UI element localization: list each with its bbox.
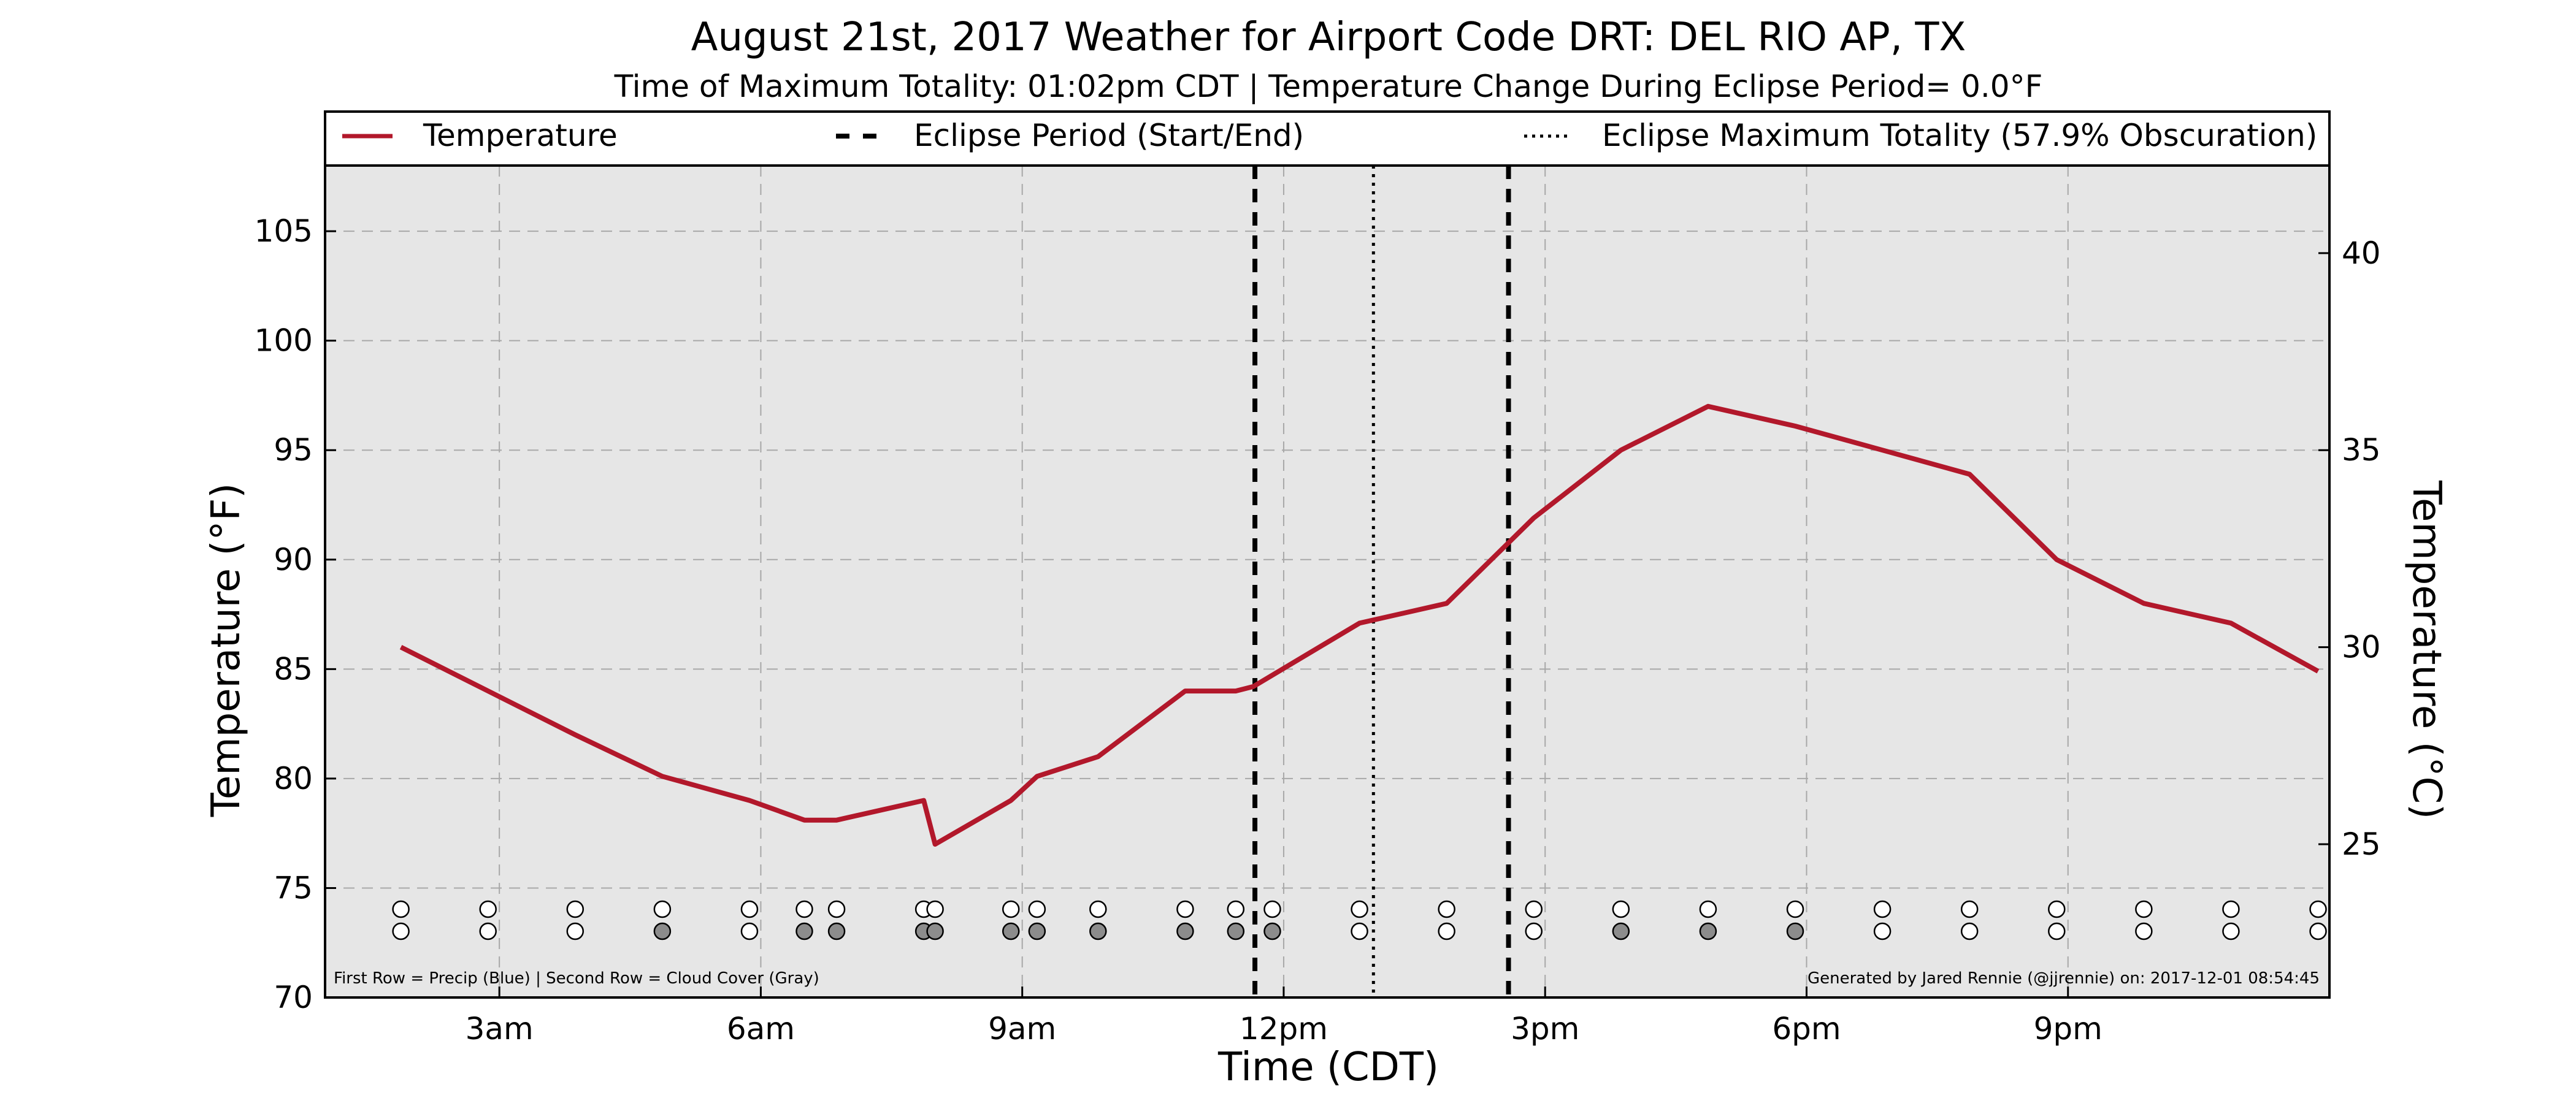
cloud-cover-marker xyxy=(392,922,410,940)
cloud-cover-marker xyxy=(1699,922,1717,940)
cloud-cover-marker xyxy=(2309,922,2327,940)
plot-area xyxy=(325,166,2329,997)
y-right-tick-label: 35 xyxy=(2342,432,2381,468)
x-tick-label: 3pm xyxy=(1511,1011,1579,1047)
legend-label-temperature: Temperature xyxy=(423,118,618,153)
cloud-cover-marker xyxy=(1176,922,1194,940)
x-tick-label: 9am xyxy=(988,1011,1056,1047)
precip-marker xyxy=(1699,900,1717,918)
y-tick-label: 75 xyxy=(274,870,313,906)
precip-marker xyxy=(795,900,813,918)
legend-label-eclipse-max: Eclipse Maximum Totality (57.9% Obscurat… xyxy=(1602,118,2317,153)
cloud-cover-marker xyxy=(2048,922,2066,940)
cloud-cover-marker xyxy=(1786,922,1804,940)
chart-title: August 21st, 2017 Weather for Airport Co… xyxy=(691,15,1966,60)
precip-marker xyxy=(1525,900,1543,918)
cloud-cover-marker xyxy=(926,922,944,940)
precip-marker xyxy=(1002,900,1020,918)
y-tick-label: 100 xyxy=(255,323,313,359)
precip-marker xyxy=(1089,900,1107,918)
precip-marker xyxy=(1873,900,1892,918)
precip-marker xyxy=(1176,900,1194,918)
precip-marker xyxy=(392,900,410,918)
precip-marker xyxy=(1786,900,1804,918)
y-axis-ticks: 70 75 80 85 90 95 100 105 xyxy=(255,213,336,1015)
cloud-cover-marker xyxy=(479,922,497,940)
cloud-cover-marker xyxy=(1438,922,1455,940)
precip-marker xyxy=(2048,900,2066,918)
cloud-cover-marker xyxy=(1227,922,1245,940)
precip-marker xyxy=(479,900,497,918)
precip-marker xyxy=(653,900,672,918)
precip-marker xyxy=(1351,900,1368,918)
cloud-cover-marker xyxy=(1089,922,1107,940)
legend-label-eclipse-period: Eclipse Period (Start/End) xyxy=(914,118,1304,153)
series-layer xyxy=(399,403,2320,847)
legend: Temperature Eclipse Period (Start/End) E… xyxy=(342,118,2317,153)
cloud-cover-marker xyxy=(2222,922,2240,940)
precip-marker xyxy=(2309,900,2327,918)
cloud-cover-marker xyxy=(566,922,585,940)
grid-lines xyxy=(325,166,2329,997)
precip-marker xyxy=(2222,900,2240,918)
y-tick-label: 80 xyxy=(274,761,313,796)
x-tick-label: 6pm xyxy=(1772,1011,1841,1047)
y-right-tick-label: 40 xyxy=(2342,235,2381,271)
cloud-cover-marker xyxy=(740,922,759,940)
y-tick-label: 95 xyxy=(274,432,313,468)
precip-marker xyxy=(1438,900,1455,918)
cloud-cover-marker xyxy=(1960,922,1979,940)
y-right-tick-label: 30 xyxy=(2342,630,2381,665)
row-legend-note: First Row = Precip (Blue) | Second Row =… xyxy=(334,969,819,988)
temperature-line xyxy=(399,403,2320,847)
cloud-cover-marker xyxy=(1873,922,1892,940)
y-axis-right-label: Temperature (°C) xyxy=(2404,480,2449,819)
cloud-cover-marker xyxy=(1525,922,1543,940)
precip-marker xyxy=(566,900,585,918)
y-right-tick-label: 25 xyxy=(2342,826,2381,862)
x-axis-label: Time (CDT) xyxy=(1217,1045,1439,1090)
cloud-cover-marker xyxy=(1612,922,1630,940)
precip-marker xyxy=(1960,900,1979,918)
observation-rows xyxy=(392,900,2327,940)
cloud-cover-marker xyxy=(1263,922,1281,940)
y-axis-label: Temperature (°F) xyxy=(204,483,249,818)
y-tick-label: 85 xyxy=(274,651,313,687)
cloud-cover-marker xyxy=(653,922,672,940)
x-tick-label: 6am xyxy=(727,1011,795,1047)
cloud-cover-marker xyxy=(1002,922,1020,940)
generated-by-note: Generated by Jared Rennie (@jjrennie) on… xyxy=(1807,969,2320,988)
cloud-cover-marker xyxy=(1028,922,1046,940)
chart-subtitle: Time of Maximum Totality: 01:02pm CDT | … xyxy=(614,69,2043,104)
x-axis-ticks: 3am 6am 9am 12pm 3pm 6pm 9pm xyxy=(466,986,2103,1047)
precip-marker xyxy=(926,900,944,918)
plot-frame xyxy=(324,110,2331,999)
precip-marker xyxy=(1227,900,1245,918)
cloud-cover-marker xyxy=(1351,922,1368,940)
y-tick-label: 90 xyxy=(274,542,313,578)
x-tick-label: 3am xyxy=(466,1011,534,1047)
cloud-cover-marker xyxy=(795,922,813,940)
eclipse-markers xyxy=(1252,166,1511,997)
cloud-cover-marker xyxy=(2135,922,2153,940)
y-tick-label: 105 xyxy=(255,213,313,249)
precip-marker xyxy=(1028,900,1046,918)
precip-marker xyxy=(2135,900,2153,918)
cloud-cover-marker xyxy=(827,922,846,940)
precip-marker xyxy=(740,900,759,918)
x-tick-label: 9pm xyxy=(2034,1011,2103,1047)
precip-marker xyxy=(1263,900,1281,918)
y-axis-right-ticks: 25 30 35 40 xyxy=(2318,235,2381,862)
precip-marker xyxy=(1612,900,1630,918)
x-tick-label: 12pm xyxy=(1240,1011,1328,1047)
y-tick-label: 70 xyxy=(274,980,313,1015)
precip-marker xyxy=(827,900,846,918)
